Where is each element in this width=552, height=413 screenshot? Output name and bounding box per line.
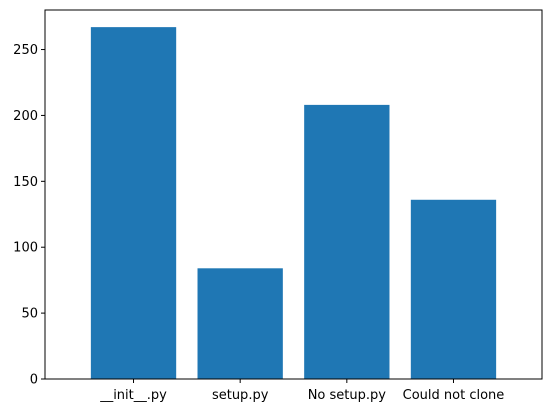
bars-group xyxy=(91,27,496,379)
x-tick-label-1: setup.py xyxy=(212,388,269,403)
y-tick-label-2: 100 xyxy=(13,241,38,256)
x-tick-label-2: No setup.py xyxy=(308,388,387,403)
bar-1 xyxy=(198,268,283,379)
bar-2 xyxy=(304,105,389,379)
y-tick-label-4: 200 xyxy=(13,109,38,124)
y-tick-label-0: 0 xyxy=(30,373,38,388)
x-tick-label-0: __init__.py xyxy=(99,388,167,403)
x-axis: __init__.py setup.py No setup.py Could not … xyxy=(99,379,504,403)
y-tick-label-5: 250 xyxy=(13,43,38,58)
y-tick-label-1: 50 xyxy=(21,307,38,322)
bar-0 xyxy=(91,27,176,379)
y-axis: 0 50 100 150 200 250 xyxy=(13,43,45,387)
x-tick-label-3: Could not clone xyxy=(403,388,505,403)
y-tick-label-3: 150 xyxy=(13,175,38,190)
bar-3 xyxy=(411,200,496,379)
